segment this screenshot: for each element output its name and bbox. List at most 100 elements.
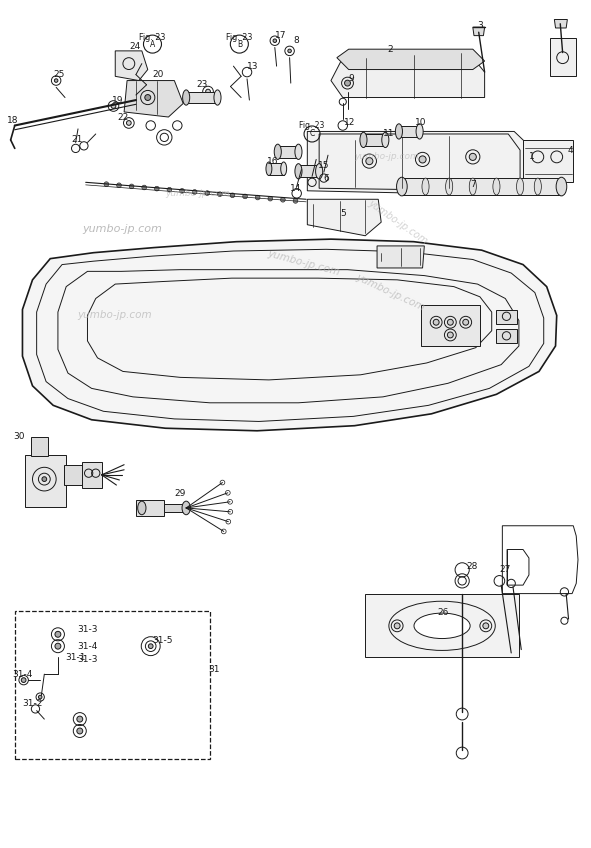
Text: 31-5: 31-5	[152, 636, 173, 644]
Circle shape	[104, 181, 109, 187]
Text: yumbo-jp.com: yumbo-jp.com	[77, 310, 151, 321]
Circle shape	[469, 153, 476, 160]
Text: 29: 29	[174, 489, 186, 498]
Text: 31-3: 31-3	[77, 625, 98, 633]
Text: 6: 6	[323, 174, 329, 182]
Circle shape	[142, 185, 147, 190]
Circle shape	[205, 191, 210, 195]
Text: 7: 7	[470, 181, 476, 189]
Polygon shape	[473, 27, 485, 36]
Text: 4: 4	[567, 147, 573, 155]
Polygon shape	[554, 20, 567, 28]
Text: 22: 22	[117, 113, 129, 121]
Text: 31: 31	[208, 666, 220, 674]
Text: 2: 2	[387, 45, 393, 53]
Ellipse shape	[397, 177, 407, 196]
Circle shape	[281, 198, 285, 202]
Circle shape	[293, 198, 298, 204]
Ellipse shape	[274, 144, 281, 159]
Circle shape	[268, 196, 272, 201]
Text: 18: 18	[7, 116, 19, 125]
Circle shape	[145, 95, 151, 100]
Text: 27: 27	[499, 566, 511, 574]
Circle shape	[148, 644, 153, 649]
Ellipse shape	[556, 177, 567, 196]
Polygon shape	[124, 81, 183, 117]
Polygon shape	[421, 305, 480, 346]
Circle shape	[447, 320, 453, 325]
Text: 24: 24	[129, 42, 141, 51]
Ellipse shape	[316, 164, 323, 179]
Ellipse shape	[422, 178, 429, 195]
Polygon shape	[64, 465, 84, 485]
Text: yumbo-jp.com: yumbo-jp.com	[165, 189, 230, 198]
Ellipse shape	[183, 90, 190, 105]
Text: yumbo-jp.com: yumbo-jp.com	[366, 198, 430, 247]
Ellipse shape	[360, 132, 367, 148]
Ellipse shape	[266, 162, 272, 176]
Ellipse shape	[446, 178, 453, 195]
Circle shape	[111, 103, 116, 109]
Circle shape	[192, 190, 197, 194]
Text: 5: 5	[340, 209, 346, 218]
Text: 9: 9	[349, 74, 355, 82]
Ellipse shape	[534, 178, 541, 195]
Circle shape	[433, 320, 439, 325]
Ellipse shape	[138, 501, 146, 515]
Text: yumbo-jp.com: yumbo-jp.com	[355, 272, 427, 313]
Text: 11: 11	[383, 130, 395, 138]
Text: 25: 25	[53, 70, 65, 79]
Text: 28: 28	[466, 562, 478, 571]
Polygon shape	[164, 504, 186, 512]
Circle shape	[419, 156, 426, 163]
Text: 31-1: 31-1	[66, 653, 86, 661]
Circle shape	[217, 192, 222, 197]
Ellipse shape	[416, 124, 423, 139]
Circle shape	[230, 193, 235, 198]
Text: 31-4: 31-4	[12, 670, 33, 678]
Text: Fig. 23: Fig. 23	[300, 121, 324, 130]
Text: yumbo-jp.com: yumbo-jp.com	[266, 248, 340, 277]
Ellipse shape	[382, 132, 389, 148]
Text: 14: 14	[290, 184, 301, 192]
Polygon shape	[82, 462, 102, 488]
Polygon shape	[269, 163, 284, 175]
Circle shape	[126, 120, 131, 126]
Ellipse shape	[395, 124, 402, 139]
Ellipse shape	[414, 613, 470, 639]
Circle shape	[167, 187, 172, 192]
Text: 16: 16	[267, 157, 279, 165]
Polygon shape	[496, 329, 517, 343]
Ellipse shape	[295, 164, 302, 179]
Circle shape	[77, 728, 83, 734]
Polygon shape	[278, 146, 298, 158]
Circle shape	[345, 81, 350, 86]
Text: 13: 13	[247, 62, 259, 70]
Polygon shape	[186, 92, 217, 103]
Text: Fig. 23: Fig. 23	[139, 33, 166, 42]
Circle shape	[154, 187, 159, 191]
Text: 31-4: 31-4	[77, 642, 98, 650]
Text: 31-3: 31-3	[77, 656, 98, 664]
Ellipse shape	[295, 144, 302, 159]
Text: yumbo-jp.com: yumbo-jp.com	[355, 153, 420, 161]
Text: 30: 30	[13, 432, 25, 441]
Circle shape	[463, 320, 469, 325]
Polygon shape	[115, 51, 148, 81]
Text: 3: 3	[477, 21, 483, 30]
Text: 20: 20	[152, 70, 164, 79]
Circle shape	[77, 717, 83, 722]
Text: 8: 8	[294, 36, 300, 45]
Circle shape	[55, 632, 61, 637]
Circle shape	[38, 695, 42, 699]
Circle shape	[366, 158, 373, 165]
Polygon shape	[307, 199, 381, 236]
Polygon shape	[550, 38, 576, 76]
Text: 19: 19	[112, 96, 124, 104]
Text: 12: 12	[344, 119, 356, 127]
Ellipse shape	[281, 162, 287, 176]
Polygon shape	[365, 594, 519, 657]
Polygon shape	[523, 140, 573, 182]
Polygon shape	[363, 134, 385, 146]
Text: 15: 15	[318, 161, 330, 170]
